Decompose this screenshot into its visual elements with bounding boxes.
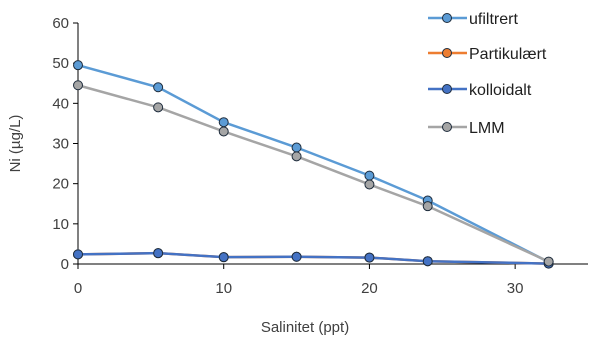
series-lmm bbox=[73, 80, 554, 267]
series-layer bbox=[73, 60, 554, 269]
data-point bbox=[153, 248, 164, 259]
y-tick-label: 40 bbox=[52, 95, 69, 112]
series-line bbox=[77, 251, 549, 265]
legend-label: Partikulært bbox=[469, 46, 547, 63]
legend-label: LMM bbox=[469, 120, 505, 137]
data-point bbox=[73, 249, 83, 260]
x-tick-label: 30 bbox=[507, 280, 524, 297]
y-tick-label: 50 bbox=[52, 55, 69, 72]
legend-item: LMM bbox=[428, 120, 505, 137]
x-axis-title: Salinitet (ppt) bbox=[261, 319, 349, 336]
legend-label: kolloidalt bbox=[469, 82, 532, 99]
data-point bbox=[364, 170, 375, 181]
x-tick-label: 20 bbox=[361, 280, 378, 297]
x-axis-ticks: 0 10 20 30 bbox=[74, 264, 524, 297]
data-point bbox=[218, 252, 229, 263]
x-tick-label: 10 bbox=[215, 280, 232, 297]
data-point bbox=[422, 256, 433, 267]
series-partikulært bbox=[73, 248, 554, 269]
y-tick-label: 20 bbox=[52, 176, 69, 193]
legend-swatch-marker bbox=[442, 122, 452, 132]
legend: ufiltrert Partikulært kolloidalt LMM bbox=[428, 11, 547, 137]
data-point bbox=[291, 142, 302, 153]
data-point bbox=[543, 256, 554, 267]
data-point bbox=[422, 201, 433, 212]
legend-swatch-marker bbox=[442, 13, 452, 23]
data-point bbox=[73, 60, 83, 71]
y-tick-label: 60 bbox=[52, 15, 69, 32]
legend-item: ufiltrert bbox=[428, 11, 518, 28]
y-axis-ticks: 0 10 20 30 40 50 60 bbox=[52, 15, 78, 273]
y-tick-label: 30 bbox=[52, 136, 69, 153]
data-point bbox=[73, 80, 83, 91]
legend-swatch-marker bbox=[442, 48, 452, 58]
y-axis-title: Ni (µg/L) bbox=[7, 115, 24, 173]
data-point bbox=[291, 151, 302, 162]
data-point bbox=[218, 126, 229, 137]
data-point bbox=[364, 179, 375, 190]
legend-item: kolloidalt bbox=[428, 82, 532, 99]
legend-label: ufiltrert bbox=[469, 11, 518, 28]
series-kolloidalt bbox=[73, 248, 554, 269]
series-line bbox=[77, 84, 550, 263]
legend-item: Partikulært bbox=[428, 46, 547, 63]
y-tick-label: 10 bbox=[52, 216, 69, 233]
data-point bbox=[291, 251, 302, 262]
data-point bbox=[153, 102, 164, 113]
data-point bbox=[153, 82, 164, 93]
legend-swatch-marker bbox=[442, 84, 452, 94]
y-tick-label: 0 bbox=[61, 256, 69, 273]
data-point bbox=[218, 117, 229, 128]
data-point bbox=[364, 252, 375, 263]
x-tick-label: 0 bbox=[74, 280, 82, 297]
